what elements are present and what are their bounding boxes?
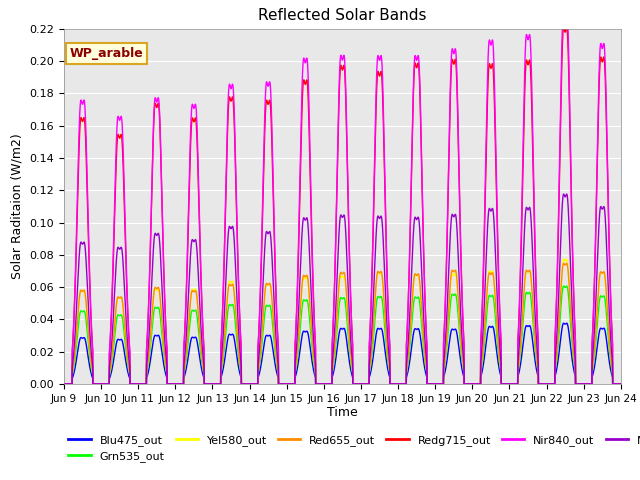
Y-axis label: Solar Raditaion (W/m2): Solar Raditaion (W/m2): [11, 133, 24, 279]
Text: WP_arable: WP_arable: [70, 47, 143, 60]
X-axis label: Time: Time: [327, 407, 358, 420]
Title: Reflected Solar Bands: Reflected Solar Bands: [258, 9, 427, 24]
Legend: Blu475_out, Grn535_out, Yel580_out, Red655_out, Redg715_out, Nir840_out, Nir945_: Blu475_out, Grn535_out, Yel580_out, Red6…: [64, 430, 640, 467]
